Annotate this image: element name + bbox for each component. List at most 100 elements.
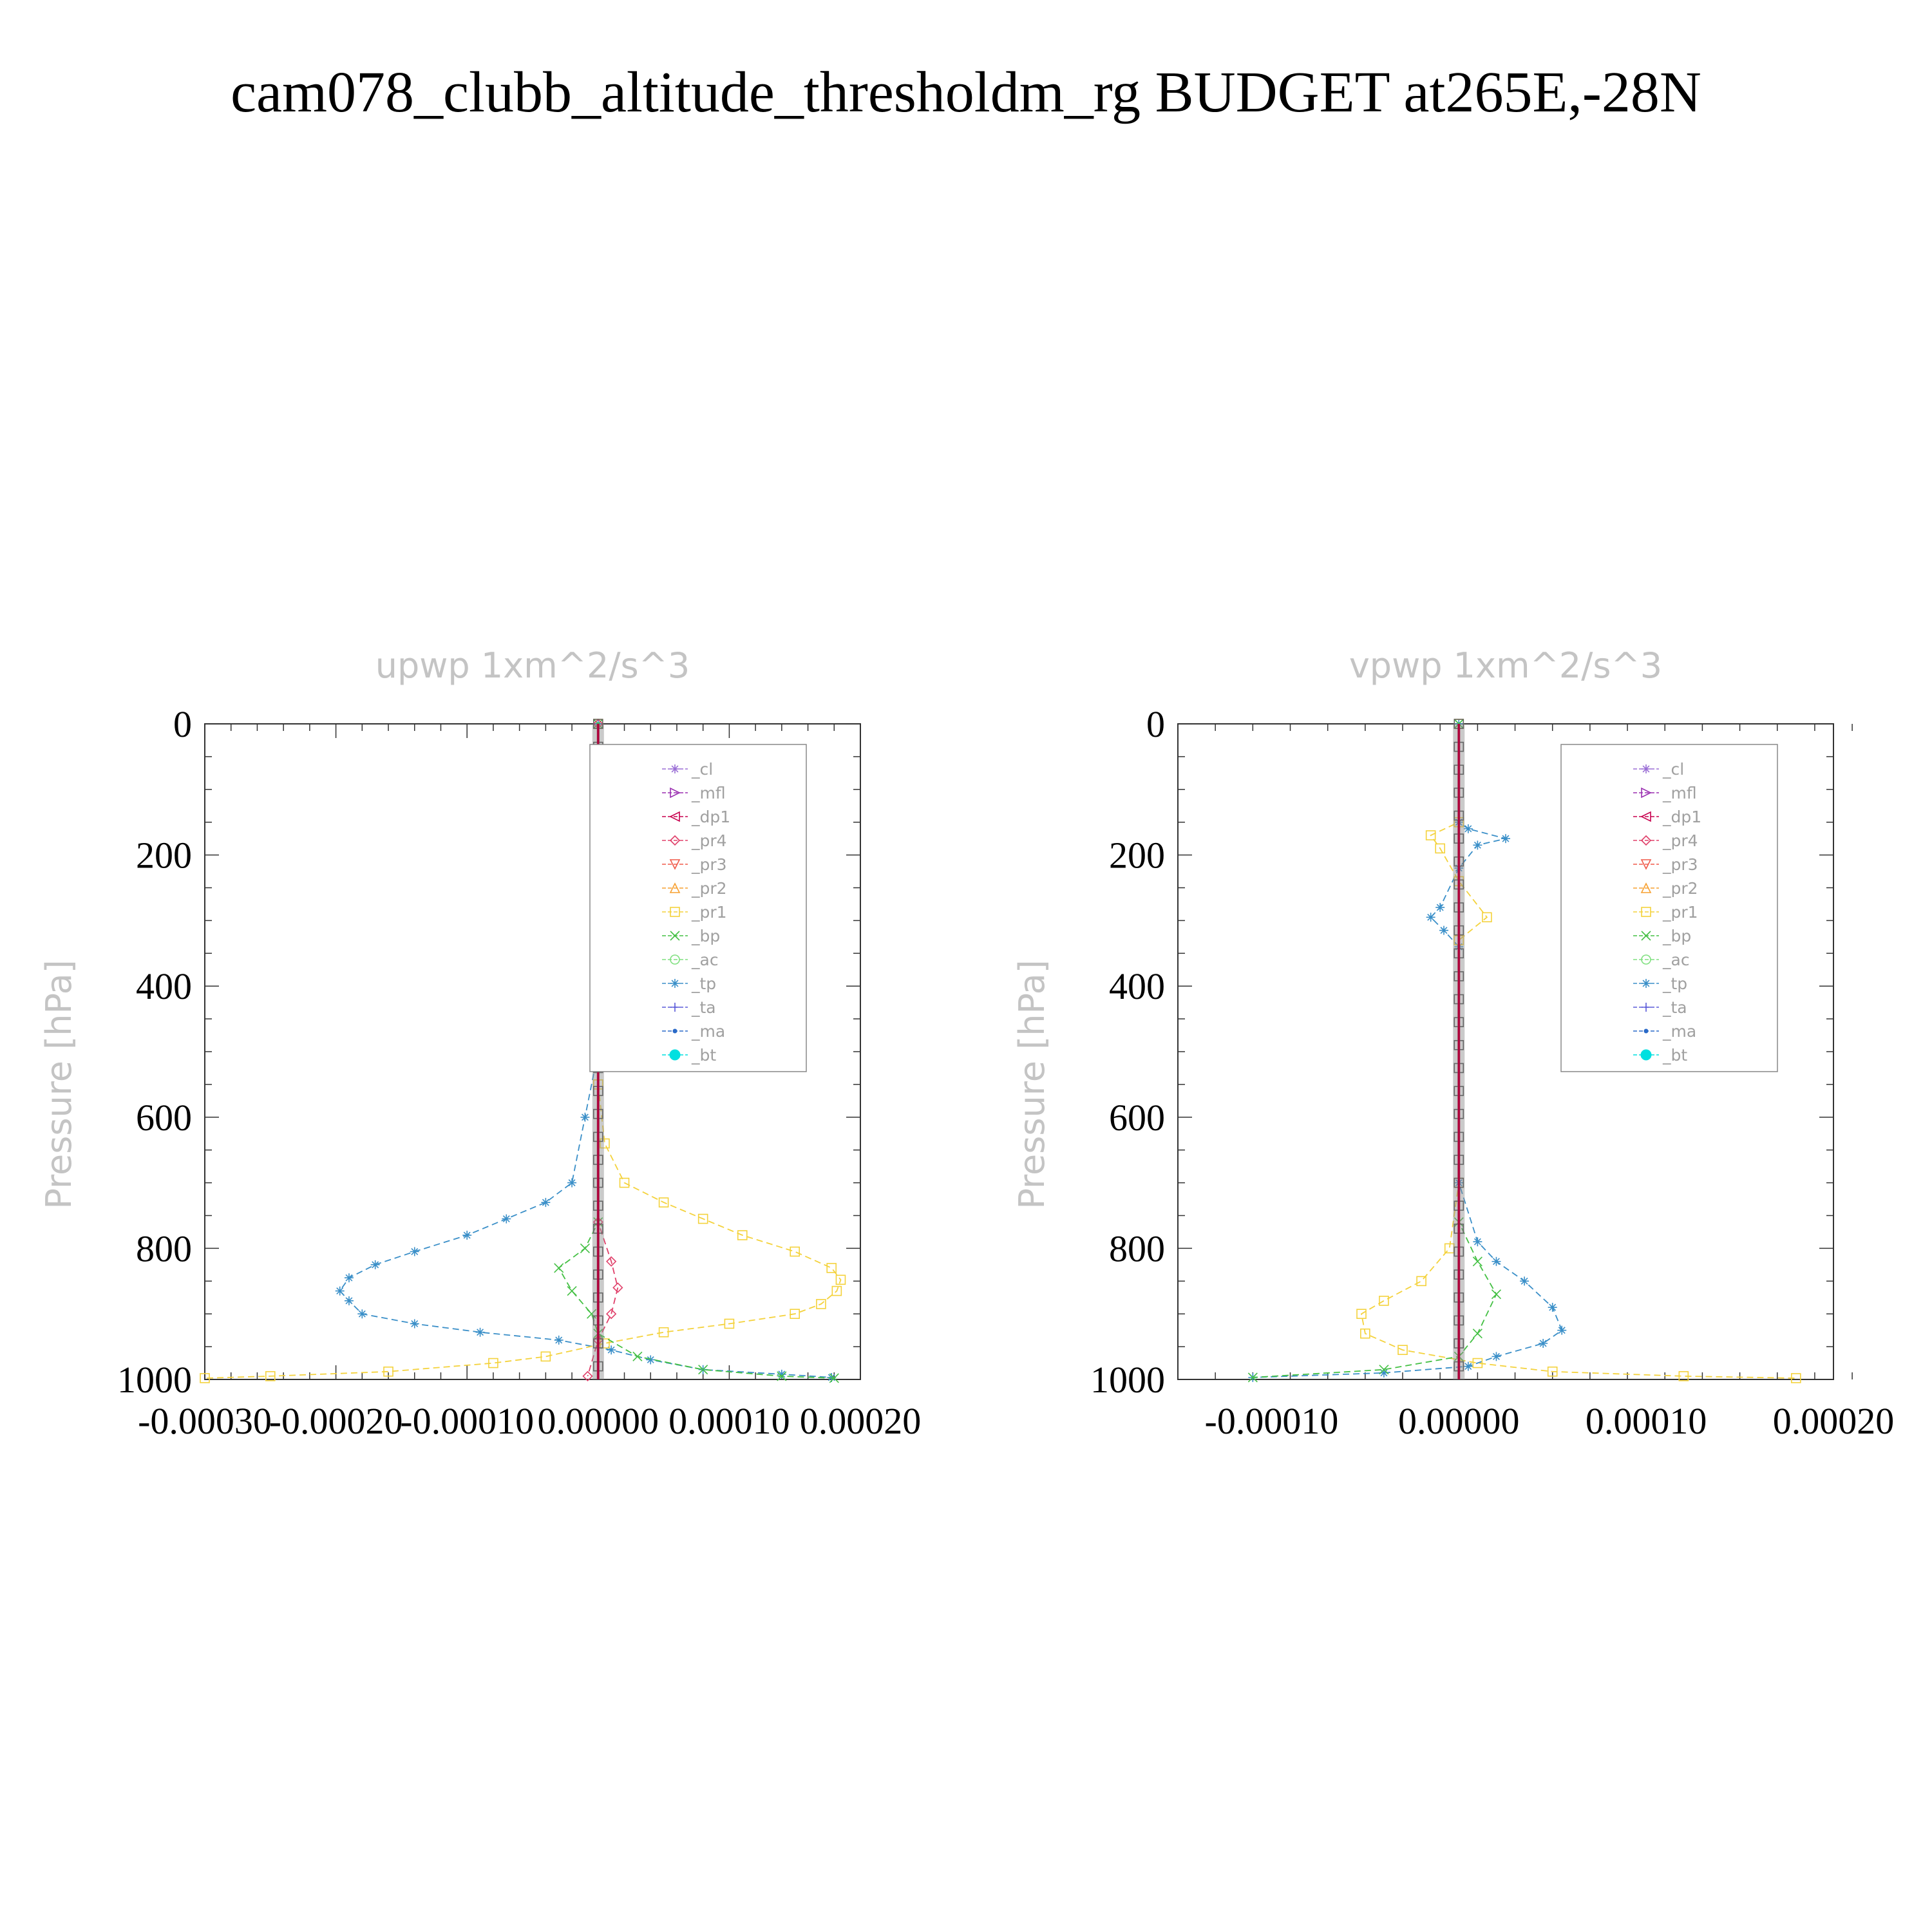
series-point-tp <box>344 1273 354 1283</box>
series-point-tp <box>554 1335 564 1345</box>
legend-label: _pr1 <box>691 903 727 922</box>
series-point-pr1 <box>1416 1276 1426 1287</box>
legend-marker <box>669 882 681 893</box>
y-tick-label: 1000 <box>1090 1359 1165 1401</box>
series-point-tp <box>1548 1303 1557 1312</box>
legend-label: _ma <box>691 1022 725 1041</box>
series-point-pr1 <box>816 1299 826 1309</box>
y-tick-label: 600 <box>136 1097 192 1139</box>
series-point-pr1 <box>1482 912 1492 923</box>
x-tick-label: -0.00010 <box>400 1400 534 1442</box>
panel-title: vpwp 1xm^2/s^3 <box>1349 645 1662 686</box>
series-point-bp <box>632 1351 643 1361</box>
legend-label: _tp <box>691 974 716 993</box>
series-point-pr1 <box>831 1285 842 1296</box>
series-point-tp <box>1379 1368 1388 1378</box>
series-point-tp <box>335 1286 345 1296</box>
x-tick-label: -0.00030 <box>138 1400 272 1442</box>
legend-label: _pr3 <box>1662 855 1698 874</box>
y-tick-label: 800 <box>1109 1227 1165 1269</box>
series-point-bp <box>580 1243 591 1253</box>
series-point-pr4 <box>582 1370 593 1382</box>
series-point-tp <box>1435 903 1445 913</box>
series-point-pr1 <box>200 1373 210 1383</box>
y-tick-label: 400 <box>1109 965 1165 1007</box>
series-point-bp <box>698 1365 708 1375</box>
legend-marker <box>1642 979 1651 988</box>
legend-marker <box>1642 1003 1651 1012</box>
legend-label: _ma <box>1662 1022 1696 1041</box>
y-tick-label: 800 <box>136 1227 192 1269</box>
legend-marker <box>1640 835 1652 846</box>
legend-marker <box>1643 1028 1649 1034</box>
series-point-tp <box>410 1247 419 1256</box>
y-tick-label: 0 <box>1146 703 1165 745</box>
series-point-bp <box>587 1309 597 1319</box>
legend-label: _pr4 <box>1662 831 1698 850</box>
series-point-pr1 <box>697 1213 708 1224</box>
series-point-pr1 <box>826 1263 837 1273</box>
y-tick-label: 200 <box>136 835 192 876</box>
y-tick-label: 600 <box>1109 1097 1165 1139</box>
series-point-tp <box>370 1260 380 1269</box>
legend-label: _pr2 <box>1662 879 1698 898</box>
y-tick-label: 1000 <box>117 1359 192 1401</box>
legend-label: _bt <box>1662 1046 1687 1065</box>
series-line-tp <box>1253 724 1563 1378</box>
legend-label: _cl <box>691 760 713 779</box>
legend-marker <box>670 787 681 799</box>
series-point-pr1 <box>265 1371 276 1381</box>
series-point-tp <box>1473 840 1482 850</box>
y-tick-label: 400 <box>136 965 192 1007</box>
legend-marker <box>670 979 679 988</box>
main-title: cam078_clubb_altitude_thresholdm_rg BUDG… <box>231 61 1701 124</box>
series-point-pr1 <box>1791 1373 1801 1383</box>
series-point-pr1 <box>835 1274 846 1285</box>
legend-label: _bp <box>691 927 720 945</box>
series-point-tp <box>1520 1276 1530 1286</box>
y-tick-label: 0 <box>173 703 192 745</box>
x-tick-label: 0.00000 <box>1398 1400 1520 1442</box>
series-point-pr1 <box>790 1246 800 1257</box>
legend-label: _bp <box>1662 927 1691 945</box>
series-point-tp <box>1492 1352 1501 1361</box>
legend-box <box>1560 744 1778 1072</box>
series-point-bp <box>829 1373 839 1383</box>
legend-label: _pr4 <box>691 831 727 850</box>
series-point-tp <box>502 1214 511 1224</box>
series-point-tp <box>1463 1361 1473 1371</box>
series-point-bp <box>1247 1372 1258 1383</box>
series-point-pr1 <box>1547 1366 1558 1377</box>
legend-marker <box>1641 931 1651 941</box>
series-point-pr1 <box>658 1197 669 1208</box>
series-point-tp <box>1439 925 1449 935</box>
x-tick-label: 0.00010 <box>1586 1400 1707 1442</box>
series-line-pr1 <box>204 724 842 1379</box>
legend-marker <box>669 835 681 846</box>
legend-marker <box>670 954 680 965</box>
series-point-tp <box>567 1178 577 1188</box>
series-line-bp <box>558 724 835 1379</box>
series-point-pr4 <box>612 1282 623 1293</box>
series-point-pr1 <box>1356 1309 1367 1319</box>
legend-marker <box>670 931 680 941</box>
legend-label: _dp1 <box>691 808 730 826</box>
legend-marker <box>670 1003 679 1012</box>
x-tick-label: 0.00010 <box>668 1400 790 1442</box>
series-point-pr1 <box>1379 1296 1389 1306</box>
series-point-pr1 <box>1472 1358 1483 1368</box>
legend-label: _pr3 <box>691 855 727 874</box>
series-line-pr1 <box>1360 724 1796 1379</box>
series-point-bp <box>1491 1289 1502 1300</box>
series-point-tp <box>1473 1237 1482 1247</box>
series-point-pr1 <box>790 1309 800 1319</box>
series-point-pr1 <box>658 1327 669 1338</box>
series-line-bp <box>1253 724 1497 1378</box>
legend-marker <box>1640 811 1651 822</box>
series-point-pr1 <box>1360 1328 1370 1339</box>
legend-marker <box>669 811 680 822</box>
series-point-tp <box>646 1355 656 1365</box>
panel-title: upwp 1xm^2/s^3 <box>375 645 690 686</box>
legend-label: _ac <box>691 951 719 969</box>
